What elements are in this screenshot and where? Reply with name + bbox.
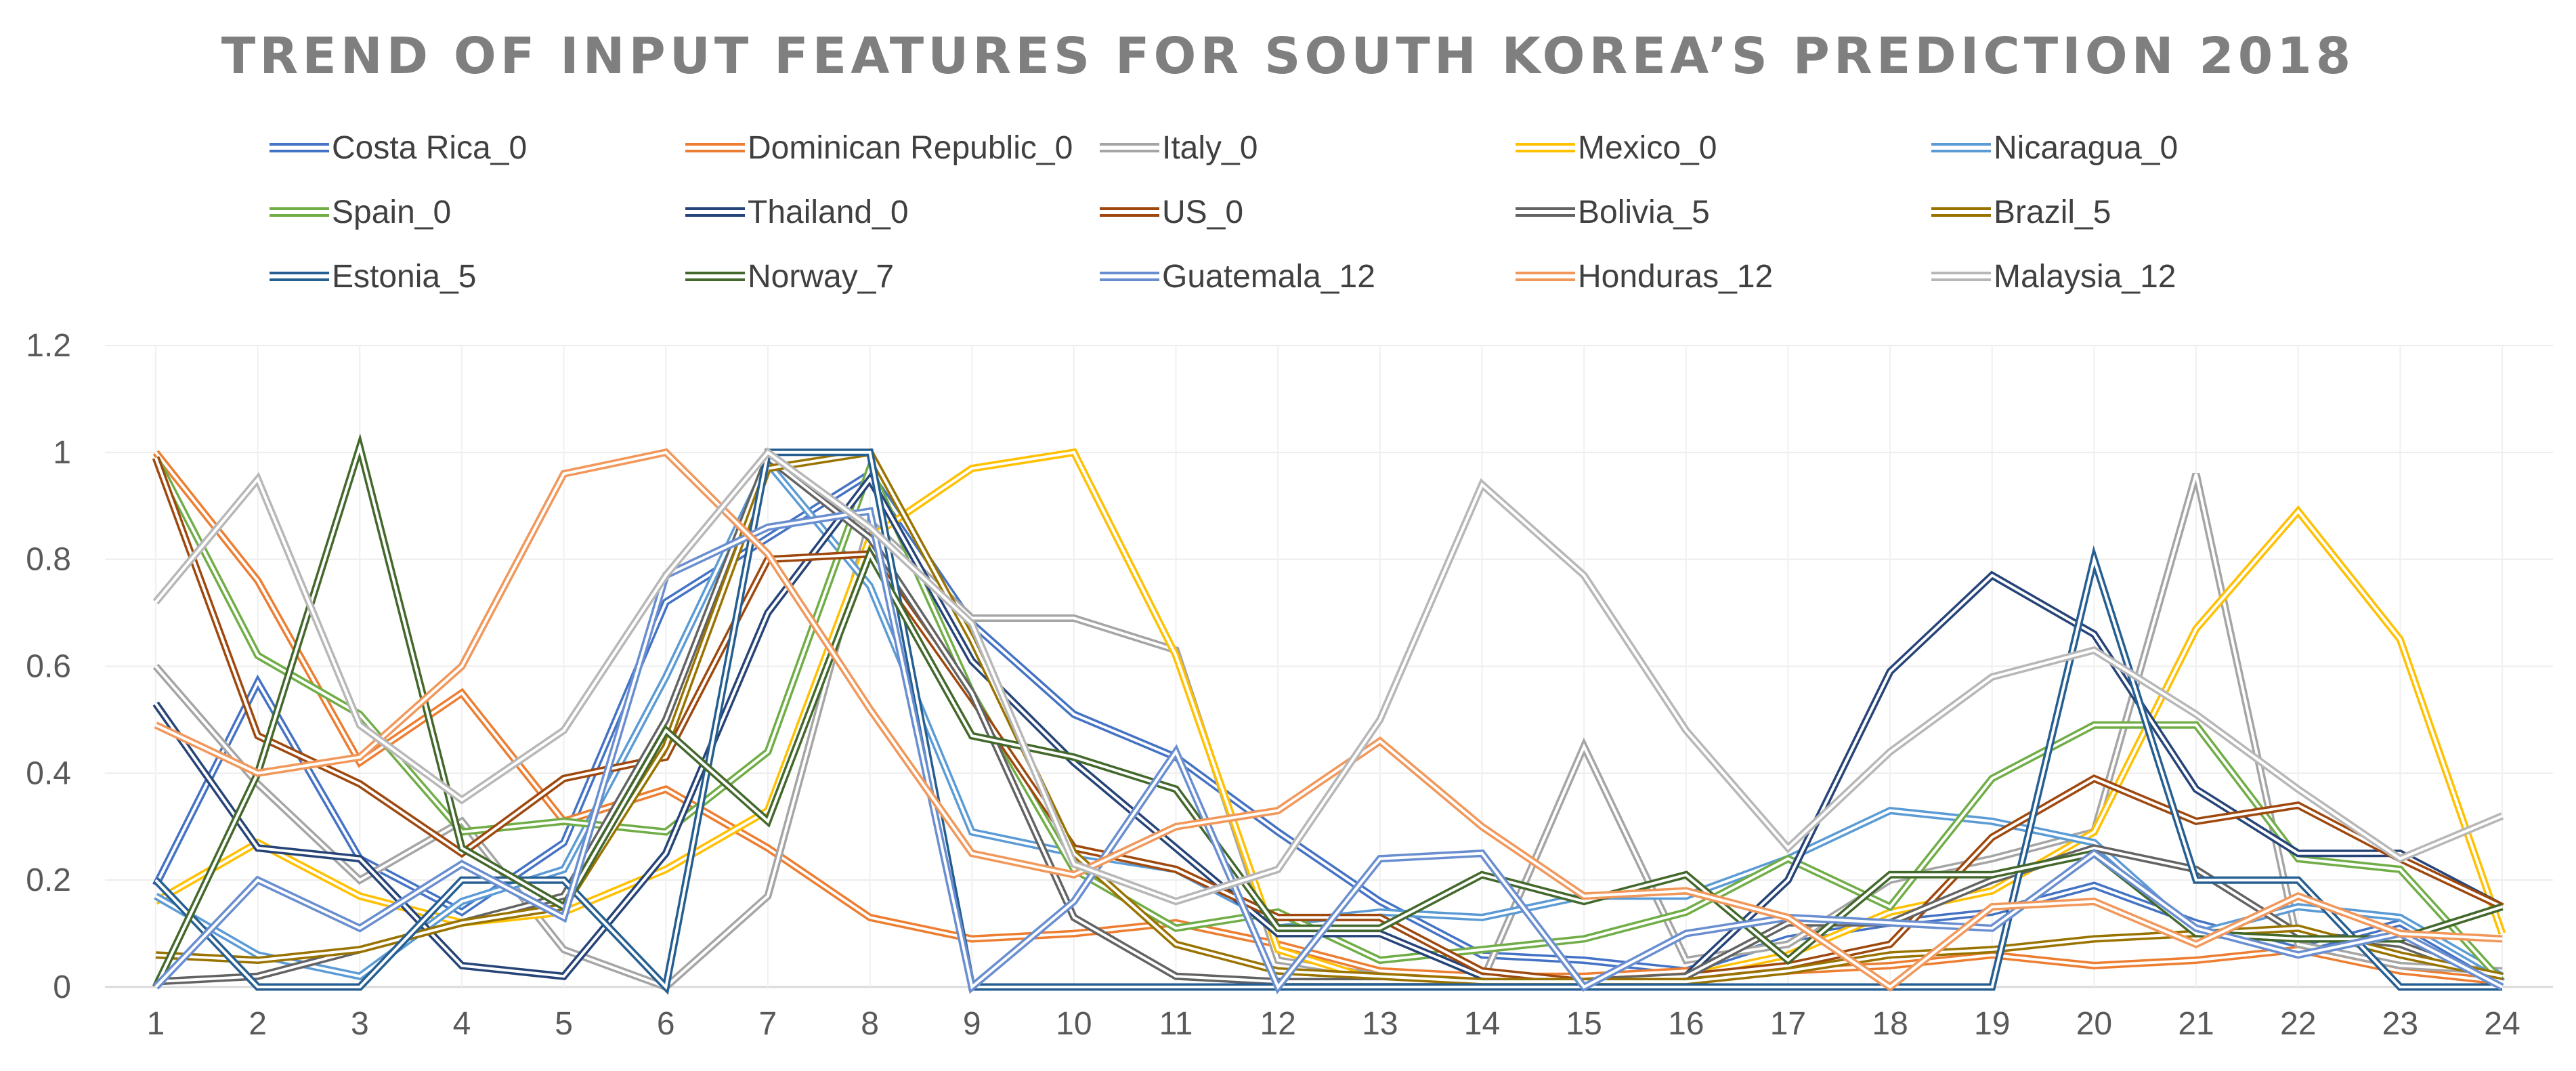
legend-item: Guatemala_12 — [1100, 256, 1375, 297]
series-line-dominican-republic-0 — [152, 450, 2503, 986]
x-tick-label: 21 — [2178, 1006, 2214, 1042]
legend-label: Dominican Republic_0 — [748, 129, 1073, 166]
chart-legend: Costa Rica_0 Dominican Republic_0 Italy_0 M… — [0, 0, 2576, 325]
series-line-honduras-12 — [154, 448, 2503, 992]
y-tick-label: 0.6 — [26, 649, 71, 685]
x-tick-label: 3 — [351, 1006, 369, 1042]
y-tick-label: 0.8 — [26, 542, 71, 578]
y-tick-label: 0.4 — [26, 755, 71, 791]
legend-label: Spain_0 — [332, 194, 452, 230]
series-line-costa-rica-0 — [152, 468, 2504, 985]
legend-item: Brazil_5 — [1931, 192, 2111, 232]
legend-label: Italy_0 — [1162, 129, 1258, 166]
legend-item: Norway_7 — [685, 256, 894, 297]
legend-label: Norway_7 — [748, 258, 895, 295]
y-tick-label: 1 — [53, 435, 71, 471]
legend-item: US_0 — [1100, 192, 1243, 232]
x-tick-label: 16 — [1668, 1006, 1704, 1042]
legend-label: Brazil_5 — [1994, 194, 2111, 230]
x-tick-label: 5 — [555, 1006, 573, 1042]
legend-item: Honduras_12 — [1516, 256, 1773, 297]
legend-swatch — [1516, 207, 1575, 217]
legend-label: Mexico_0 — [1578, 129, 1717, 166]
x-tick-label: 19 — [1974, 1006, 2010, 1042]
legend-swatch — [685, 207, 745, 217]
x-tick-label: 24 — [2484, 1006, 2520, 1042]
legend-swatch — [1100, 143, 1159, 152]
legend-swatch — [1100, 272, 1159, 281]
x-tick-label: 7 — [759, 1006, 777, 1042]
x-tick-label: 4 — [453, 1006, 471, 1042]
legend-swatch — [1931, 143, 1991, 152]
legend-swatch — [1931, 207, 1991, 217]
legend-item: Nicaragua_0 — [1931, 127, 2178, 168]
legend-item: Thailand_0 — [685, 192, 909, 232]
legend-label: Thailand_0 — [748, 194, 909, 230]
legend-item: Bolivia_5 — [1516, 192, 1710, 232]
x-tick-label: 12 — [1260, 1006, 1295, 1042]
legend-label: Estonia_5 — [332, 258, 477, 295]
series-lines — [152, 433, 2506, 995]
legend-label: Nicaragua_0 — [1994, 129, 2178, 166]
legend-swatch — [1931, 272, 1991, 281]
legend-item: Italy_0 — [1100, 127, 1258, 168]
legend-swatch — [270, 207, 329, 217]
legend-label: Costa Rica_0 — [332, 129, 528, 166]
legend-swatch — [685, 143, 745, 152]
x-tick-label: 20 — [2076, 1006, 2112, 1042]
x-tick-label: 13 — [1362, 1006, 1398, 1042]
legend-swatch — [270, 272, 329, 281]
legend-item: Dominican Republic_0 — [685, 127, 1073, 168]
x-tick-label: 6 — [657, 1006, 675, 1042]
legend-swatch — [685, 272, 745, 281]
legend-swatch — [1100, 207, 1159, 217]
x-tick-label: 17 — [1770, 1006, 1806, 1042]
chart-title: TREND OF INPUT FEATURES FOR SOUTH KOREA’… — [221, 27, 2355, 85]
x-tick-label: 11 — [1159, 1006, 1193, 1042]
y-tick-label: 0.2 — [26, 862, 71, 898]
legend-label: Guatemala_12 — [1162, 258, 1375, 295]
x-tick-label: 10 — [1056, 1006, 1092, 1042]
legend-item: Malaysia_12 — [1931, 256, 2176, 297]
y-tick-label: 1.2 — [26, 328, 71, 364]
y-tick-label: 0 — [53, 969, 71, 1005]
series-line-guatemala-12 — [153, 507, 2504, 994]
x-tick-label: 23 — [2382, 1006, 2418, 1042]
x-tick-label: 15 — [1566, 1006, 1602, 1042]
x-tick-label: 2 — [249, 1006, 267, 1042]
legend-item: Estonia_5 — [270, 256, 477, 297]
series-line-estonia-5 — [153, 448, 2502, 995]
legend-label: Bolivia_5 — [1578, 194, 1710, 230]
x-tick-label: 1 — [147, 1006, 165, 1042]
legend-label: Malaysia_12 — [1994, 258, 2176, 295]
x-tick-label: 18 — [1872, 1006, 1908, 1042]
legend-item: Mexico_0 — [1516, 127, 1717, 168]
legend-swatch — [1516, 272, 1575, 281]
legend-label: US_0 — [1162, 194, 1244, 230]
legend-item: Spain_0 — [270, 192, 451, 232]
series-line-mexico-0 — [154, 448, 2506, 986]
x-tick-label: 14 — [1464, 1006, 1500, 1042]
series-line-malaysia-12 — [152, 447, 2504, 906]
legend-swatch — [1516, 143, 1575, 152]
x-tick-label: 9 — [963, 1006, 981, 1042]
gridlines — [105, 345, 2553, 988]
legend-item: Costa Rica_0 — [270, 127, 527, 168]
x-tick-label: 22 — [2280, 1006, 2316, 1042]
legend-label: Honduras_12 — [1578, 258, 1774, 295]
axis-ticks: 00.20.40.60.811.21 2 3 4 5 6 7 8 9 10 11 12 13 14 15 16… — [26, 328, 2520, 1042]
x-tick-label: 8 — [861, 1006, 879, 1042]
legend-swatch — [270, 143, 329, 152]
